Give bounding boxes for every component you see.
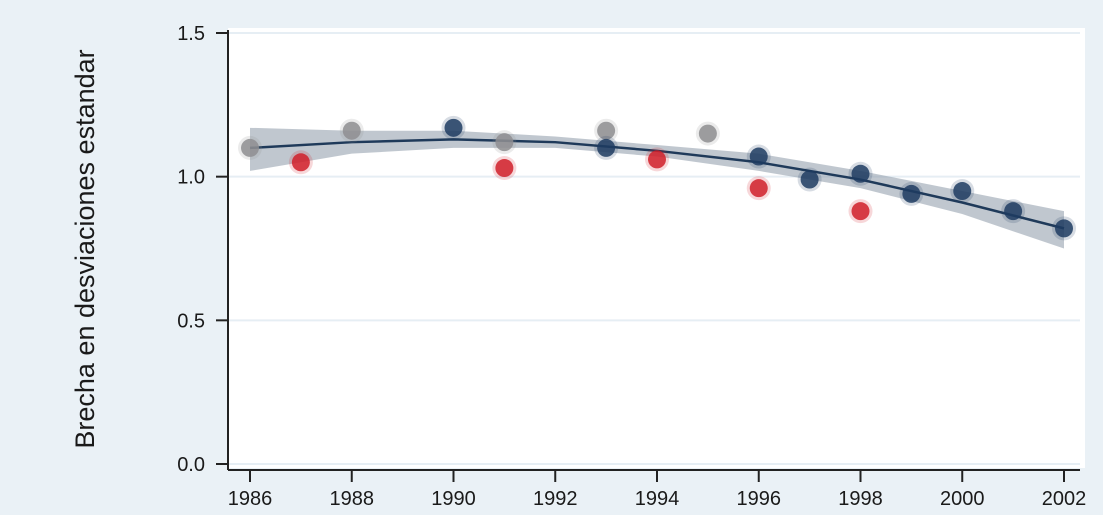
y-ticks: 0.0 0.5 1.0 1.5 — [177, 23, 228, 476]
data-point-s0-6 — [953, 182, 972, 201]
data-point-glow-s1-0 — [288, 150, 313, 175]
data-point-s1-1 — [495, 159, 514, 178]
data-point-s2-1 — [342, 121, 361, 140]
data-point-glow-s0-1 — [594, 135, 619, 160]
data-point-s0-7 — [1004, 202, 1023, 221]
axes — [227, 30, 1080, 471]
y-tick-label-0: 0.0 — [177, 454, 205, 476]
data-point-glow-s0-6 — [950, 179, 975, 204]
y-axis-title: Brecha en desviaciones estandar — [70, 49, 100, 448]
plot-area — [228, 28, 1085, 468]
data-point-glow-s0-8 — [1052, 216, 1076, 241]
data-point-s1-4 — [851, 202, 870, 221]
data-point-s1-3 — [749, 179, 768, 198]
data-point-glow-s2-4 — [695, 121, 720, 146]
data-point-s0-2 — [749, 147, 768, 166]
y-tick-label-1: 0.5 — [177, 310, 205, 332]
x-ticks: 1986 1988 1990 1992 1994 1996 1998 2000 2002 — [228, 470, 1087, 510]
data-point-glow-s1-1 — [492, 156, 517, 181]
x-tick-label-6: 1998 — [838, 488, 883, 510]
data-point-s0-0 — [444, 118, 463, 137]
y-tick-label-3: 1.5 — [177, 23, 205, 45]
data-point-glow-s2-3 — [594, 118, 619, 143]
x-tick-label-5: 1996 — [737, 488, 782, 510]
data-point-glow-s1-4 — [848, 199, 873, 224]
data-point-glow-s0-0 — [441, 115, 466, 140]
data-point-s0-8 — [1055, 219, 1073, 238]
data-point-glow-s0-4 — [848, 161, 873, 186]
data-point-glow-s2-1 — [339, 118, 364, 143]
data-point-s2-3 — [597, 121, 616, 140]
data-point-glow-s2-0 — [238, 135, 262, 160]
x-tick-label-2: 1990 — [431, 488, 476, 510]
data-point-s0-1 — [597, 138, 616, 157]
data-point-s2-0 — [241, 138, 259, 157]
data-point-glow-s1-2 — [645, 147, 669, 172]
data-point-s2-4 — [698, 124, 717, 143]
data-point-glow-s2-2 — [492, 130, 517, 155]
data-point-s0-3 — [800, 170, 819, 189]
data-point-s1-2 — [648, 150, 666, 169]
data-point-s0-4 — [851, 164, 870, 183]
x-tick-label-7: 2000 — [940, 488, 985, 510]
x-tick-label-0: 1986 — [228, 488, 273, 510]
points-layer — [238, 115, 1076, 241]
data-point-glow-s0-5 — [899, 181, 924, 206]
data-point-s2-2 — [495, 133, 514, 152]
data-point-glow-s1-3 — [746, 176, 771, 201]
data-point-glow-s0-7 — [1001, 199, 1026, 224]
data-point-glow-s0-2 — [746, 144, 771, 169]
data-point-s1-0 — [291, 153, 310, 172]
y-tick-label-2: 1.0 — [177, 167, 205, 189]
x-tick-label-4: 1994 — [635, 488, 680, 510]
data-point-s0-5 — [902, 184, 921, 203]
gridlines — [229, 32, 1080, 465]
data-point-glow-s0-3 — [797, 167, 822, 192]
x-tick-label-1: 1988 — [330, 488, 375, 510]
x-tick-label-3: 1992 — [533, 488, 578, 510]
x-tick-label-8: 2002 — [1042, 488, 1087, 510]
